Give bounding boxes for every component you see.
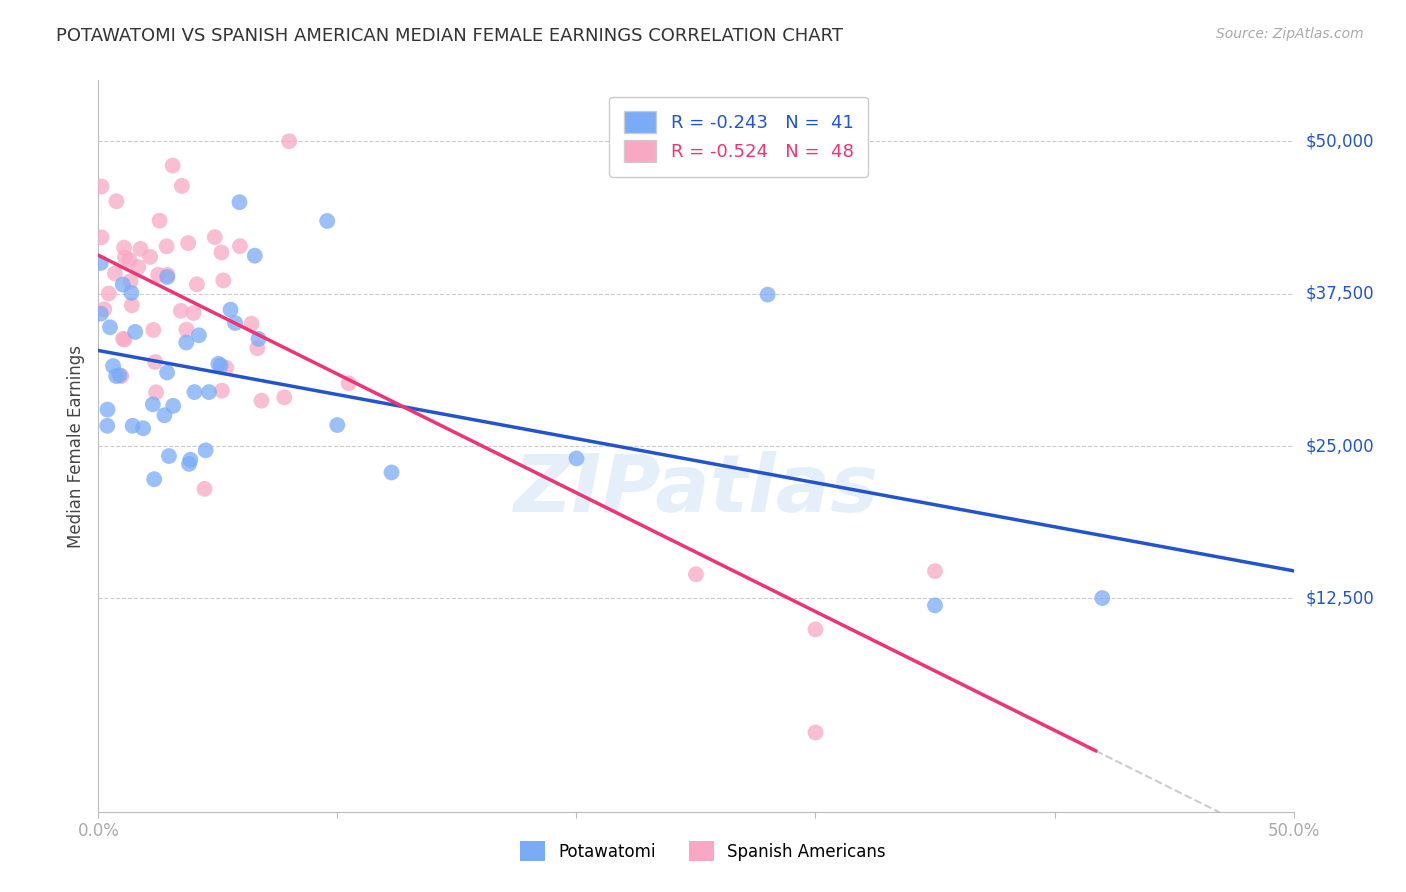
Point [250,393,273,408]
Point [105,194,128,209]
Text: POTAWATOMI VS SPANISH AMERICAN MEDIAN FEMALE EARNINGS CORRELATION CHART: POTAWATOMI VS SPANISH AMERICAN MEDIAN FE… [56,27,844,45]
Point [224,316,246,330]
Point [121,418,143,433]
Point [273,390,295,404]
Point [177,236,200,251]
Point [229,239,252,253]
Point [212,273,235,287]
Point [90,230,112,244]
Point [118,252,141,267]
Point [162,399,184,413]
Point [204,230,226,244]
Point [193,482,215,496]
Point [90,256,112,270]
Point [114,333,136,347]
Point [96,418,118,433]
Point [129,242,152,256]
Text: $37,500: $37,500 [1306,285,1374,302]
Point [215,360,238,375]
Point [120,285,142,300]
Text: $50,000: $50,000 [1306,132,1374,150]
Point [112,241,135,255]
Point [139,250,162,264]
Point [924,599,946,613]
Point [156,268,179,282]
Point [156,270,179,285]
Point [170,178,193,193]
Point [198,385,221,400]
Point [145,385,167,400]
Text: ZIPatlas: ZIPatlas [513,450,879,529]
Point [170,303,193,318]
Legend: Potawatomi, Spanish Americans: Potawatomi, Spanish Americans [506,828,900,875]
Point [565,451,588,466]
Point [143,472,166,486]
Point [96,402,118,417]
Point [176,323,198,337]
Point [143,355,166,369]
Point [685,567,707,582]
Point [101,359,124,373]
Point [124,325,146,339]
Point [247,332,270,346]
Point [756,287,779,301]
Point [326,417,349,432]
Point [132,421,155,435]
Y-axis label: Median Female Earnings: Median Female Earnings [66,344,84,548]
Point [98,320,121,334]
Point [121,298,143,312]
Point [90,307,112,321]
Point [316,214,339,228]
Text: $25,000: $25,000 [1306,437,1374,455]
Point [1091,591,1114,605]
Point [104,266,127,280]
Point [142,323,165,337]
Point [110,369,132,384]
Point [209,359,232,373]
Point [240,317,263,331]
Point [243,249,266,263]
Legend: R = -0.243   N =  41, R = -0.524   N =  48: R = -0.243 N = 41, R = -0.524 N = 48 [609,96,868,177]
Point [194,443,217,458]
Point [157,449,180,463]
Point [114,251,136,265]
Point [186,277,208,292]
Point [187,328,209,343]
Point [162,159,184,173]
Point [97,286,120,301]
Point [105,369,128,384]
Point [380,466,402,480]
Point [120,274,142,288]
Point [924,564,946,578]
Point [228,195,250,210]
Point [90,179,112,194]
Point [211,384,233,398]
Point [183,385,205,400]
Point [153,409,176,423]
Point [804,725,827,739]
Point [111,332,134,346]
Point [127,260,149,274]
Point [148,213,170,227]
Point [111,277,134,292]
Point [804,623,827,637]
Point [183,306,205,320]
Text: $12,500: $12,500 [1306,590,1374,607]
Point [156,239,179,253]
Point [108,368,131,383]
Point [156,366,179,380]
Point [93,302,115,317]
Point [278,134,301,148]
Point [337,376,360,391]
Point [219,302,242,317]
Point [207,357,229,371]
Point [177,457,200,471]
Point [246,341,269,355]
Point [142,397,165,411]
Text: Source: ZipAtlas.com: Source: ZipAtlas.com [1216,27,1364,41]
Point [148,268,170,282]
Point [174,335,197,350]
Point [211,245,233,260]
Point [179,452,201,467]
